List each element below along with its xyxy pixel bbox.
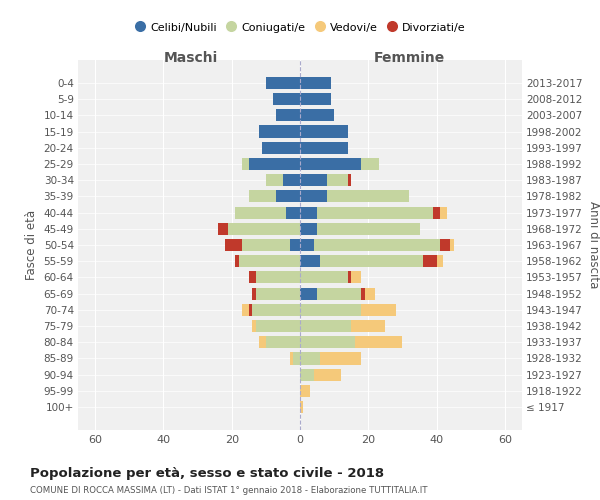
Bar [320,352,361,364]
Bar [256,320,300,332]
Bar [225,239,242,251]
Bar [239,255,300,268]
Bar [440,206,447,218]
Bar [300,336,355,348]
Bar [317,206,433,218]
Bar [290,352,293,364]
Bar [300,239,314,251]
Bar [300,288,317,300]
Bar [300,126,348,138]
Bar [300,272,348,283]
Bar [351,320,385,332]
Bar [433,206,440,218]
Bar [249,190,276,202]
Bar [300,352,320,364]
Bar [256,288,300,300]
Text: Maschi: Maschi [164,51,218,65]
Bar [300,255,320,268]
Bar [252,320,256,332]
Bar [300,77,331,89]
Bar [361,304,395,316]
Bar [293,352,300,364]
Bar [242,304,249,316]
Bar [300,93,331,105]
Bar [249,272,256,283]
Bar [365,288,375,300]
Bar [317,222,419,235]
Bar [314,368,341,381]
Bar [300,368,314,381]
Bar [272,93,300,105]
Bar [266,77,300,89]
Bar [300,190,328,202]
Bar [328,174,348,186]
Y-axis label: Anni di nascita: Anni di nascita [587,202,599,288]
Bar [423,255,437,268]
Bar [300,304,361,316]
Bar [235,255,239,268]
Bar [242,158,249,170]
Bar [300,385,310,397]
Bar [252,304,300,316]
Text: Femmine: Femmine [374,51,445,65]
Bar [235,206,286,218]
Bar [300,206,317,218]
Bar [259,336,266,348]
Bar [300,142,348,154]
Bar [437,255,443,268]
Text: COMUNE DI ROCCA MASSIMA (LT) - Dati ISTAT 1° gennaio 2018 - Elaborazione TUTTITA: COMUNE DI ROCCA MASSIMA (LT) - Dati ISTA… [30,486,427,495]
Bar [249,158,300,170]
Bar [256,272,300,283]
Bar [290,239,300,251]
Bar [218,222,228,235]
Bar [355,336,403,348]
Bar [266,174,283,186]
Bar [252,288,256,300]
Bar [300,109,334,122]
Legend: Celibi/Nubili, Coniugati/e, Vedovi/e, Divorziati/e: Celibi/Nubili, Coniugati/e, Vedovi/e, Di… [130,18,470,37]
Bar [283,174,300,186]
Bar [259,126,300,138]
Bar [276,190,300,202]
Bar [348,272,351,283]
Bar [300,401,304,413]
Bar [348,174,351,186]
Bar [320,255,423,268]
Bar [300,320,351,332]
Bar [300,158,361,170]
Bar [300,174,328,186]
Bar [361,288,365,300]
Bar [300,222,317,235]
Bar [286,206,300,218]
Bar [314,239,440,251]
Bar [450,239,454,251]
Bar [276,109,300,122]
Bar [228,222,300,235]
Bar [249,304,252,316]
Text: Popolazione per età, sesso e stato civile - 2018: Popolazione per età, sesso e stato civil… [30,468,384,480]
Bar [242,239,290,251]
Bar [262,142,300,154]
Bar [328,190,409,202]
Bar [351,272,361,283]
Y-axis label: Fasce di età: Fasce di età [25,210,38,280]
Bar [266,336,300,348]
Bar [440,239,450,251]
Bar [317,288,361,300]
Bar [361,158,379,170]
